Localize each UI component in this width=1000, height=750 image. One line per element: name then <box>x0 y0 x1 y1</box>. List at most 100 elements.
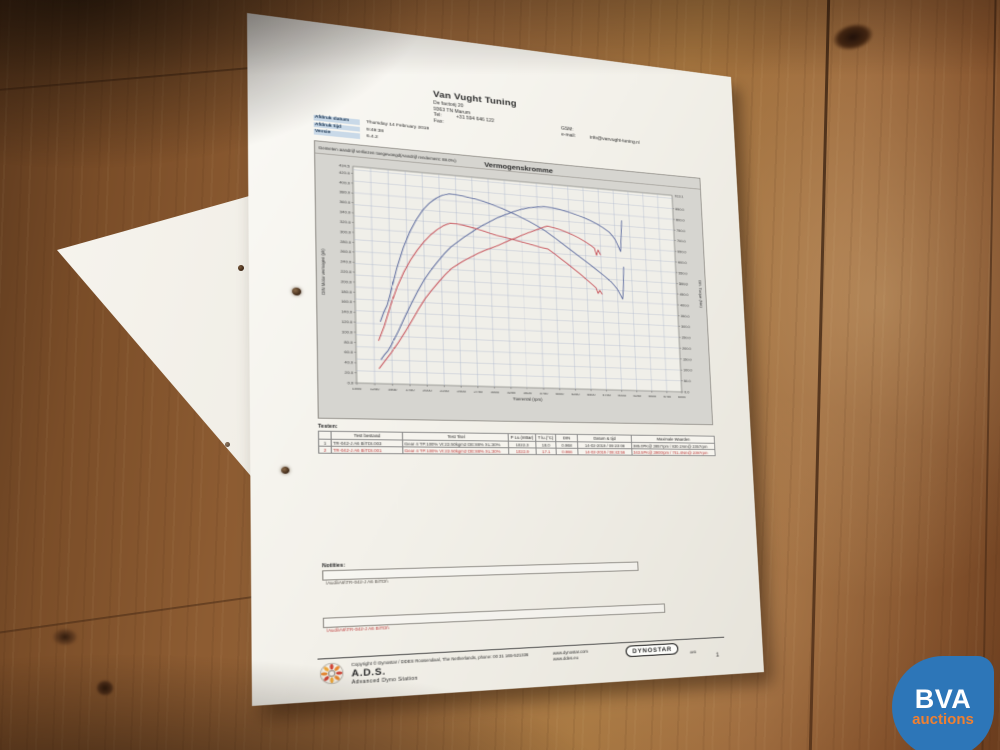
svg-text:20.0: 20.0 <box>345 370 354 375</box>
svg-text:600.0: 600.0 <box>678 260 687 265</box>
svg-text:220.0: 220.0 <box>341 269 353 274</box>
svg-text:5500: 5500 <box>648 394 657 398</box>
punch-hole <box>238 265 244 271</box>
svg-text:750.0: 750.0 <box>676 228 685 233</box>
table-cell: 1022.9 <box>508 447 537 455</box>
column-header <box>318 431 332 440</box>
svg-text:100.0: 100.0 <box>683 368 693 372</box>
bva-auctions-watermark: BVA auctions <box>892 656 994 750</box>
svg-text:2000: 2000 <box>423 388 433 393</box>
svg-text:420.0: 420.0 <box>339 170 350 175</box>
notes-box-2: \Audi\A6\TR-042-J A6 BiTDI\ <box>322 603 666 633</box>
svg-text:4500: 4500 <box>587 392 596 396</box>
svg-text:140.0: 140.0 <box>341 309 353 314</box>
svg-text:50.0: 50.0 <box>684 379 692 383</box>
table-cell: 1 <box>318 439 332 447</box>
svg-text:80.0: 80.0 <box>344 340 353 345</box>
svg-text:160.0: 160.0 <box>341 299 353 304</box>
punch-hole <box>225 442 230 447</box>
svg-text:350.0: 350.0 <box>681 314 690 318</box>
svg-text:4000: 4000 <box>555 391 564 395</box>
dyno-chart: Gemeten aandrijf verliezen toegevoegd(Aa… <box>313 140 714 426</box>
svg-text:DIN Torque (Nm): DIN Torque (Nm) <box>698 280 703 308</box>
svg-text:0.0: 0.0 <box>347 381 354 386</box>
svg-text:913.1: 913.1 <box>675 194 684 199</box>
svg-text:40.0: 40.0 <box>345 360 354 365</box>
wood-knot <box>52 628 78 646</box>
bva-logo-subtext: auctions <box>912 711 974 728</box>
svg-text:250.0: 250.0 <box>682 335 691 339</box>
svg-text:500.0: 500.0 <box>679 282 688 287</box>
svg-text:150.0: 150.0 <box>683 357 693 361</box>
svg-text:2500: 2500 <box>457 389 467 394</box>
svg-text:700.0: 700.0 <box>677 239 686 244</box>
version-value: 6.4.2 <box>366 134 379 141</box>
svg-text:380.0: 380.0 <box>339 190 350 195</box>
svg-text:6000: 6000 <box>678 395 686 399</box>
svg-text:1750: 1750 <box>405 388 415 393</box>
svg-text:400.0: 400.0 <box>339 180 350 185</box>
svg-text:3250: 3250 <box>507 390 516 394</box>
notes-path-1: \Audi\A6\TR-042-J A6 BiTDI\ <box>325 578 389 586</box>
svg-text:180.0: 180.0 <box>341 289 353 294</box>
table-cell: 14-02-2019 / 08:43:56 <box>577 448 633 456</box>
svg-text:260.0: 260.0 <box>340 249 351 254</box>
punch-hole <box>291 287 302 296</box>
dyno-chart-plot: 0.0 20.0 40.0 60.0 80.0 100.0 120.0 140.0 160.0 1… <box>320 163 703 403</box>
table-cell: 343.5PK@ 3900rpm / 701.4Nm@ 2397rpm <box>631 448 716 457</box>
svg-text:550.0: 550.0 <box>678 271 687 276</box>
svg-text:1500: 1500 <box>388 387 398 392</box>
punch-hole <box>281 466 290 474</box>
svg-text:100.0: 100.0 <box>342 330 354 335</box>
svg-text:200.0: 200.0 <box>341 279 353 284</box>
ads-name: A.D.S. <box>351 666 386 679</box>
contact-column: GSM: e-mail: info@vanvught-tuning.nl <box>561 126 640 147</box>
svg-text:2750: 2750 <box>474 389 484 394</box>
svg-text:3750: 3750 <box>539 391 548 395</box>
svg-text:2250: 2250 <box>440 388 450 393</box>
svg-text:5750: 5750 <box>663 394 672 398</box>
svg-text:0.0: 0.0 <box>684 390 690 394</box>
website-ddes: www.ddes.eu <box>552 654 579 662</box>
svg-text:120.0: 120.0 <box>341 319 353 324</box>
dynostar-badge-suffix: 4WD <box>689 650 697 655</box>
svg-text:360.0: 360.0 <box>340 200 351 205</box>
svg-text:450.0: 450.0 <box>679 292 688 296</box>
table-cell: 0.966 <box>556 448 579 456</box>
ads-swirl-logo-icon <box>319 661 345 685</box>
svg-text:320.0: 320.0 <box>340 219 351 224</box>
svg-text:1250: 1250 <box>370 387 380 392</box>
test-results-table: Test bestand Test Titel P Lu.(mBar) T lu.(°… <box>317 430 716 457</box>
svg-text:850.0: 850.0 <box>675 207 684 212</box>
svg-text:400.0: 400.0 <box>680 303 689 307</box>
svg-text:300.0: 300.0 <box>681 325 690 329</box>
svg-text:DIN Motor vermogen (pk): DIN Motor vermogen (pk) <box>320 248 326 295</box>
bva-logo-text: BVA <box>914 684 972 714</box>
svg-text:800.0: 800.0 <box>676 218 685 223</box>
notes-box-1: \Audi\A6\TR-042-J A6 BiTDI\ <box>322 561 639 586</box>
svg-text:4750: 4750 <box>603 393 612 397</box>
svg-text:1000: 1000 <box>352 386 362 391</box>
table-cell: TR-042-J A6 BiTDI.001 <box>331 446 403 455</box>
svg-text:300.0: 300.0 <box>340 229 351 234</box>
dyno-report-sheet: Van Vught Tuning De factorij 20 9363 TN … <box>247 13 764 707</box>
test-table-title: Testen: <box>317 423 338 430</box>
svg-text:5000: 5000 <box>618 393 627 397</box>
table-cell: 17.1 <box>536 448 557 456</box>
svg-text:340.0: 340.0 <box>340 209 351 214</box>
table-cell: Gear 4 TP:100% VI:22.50kgm2 DE:88% XL:30… <box>402 447 509 455</box>
svg-text:434.5: 434.5 <box>339 163 350 168</box>
dynostar-badge: DYNOSTAR <box>625 642 679 657</box>
svg-text:5250: 5250 <box>633 393 642 397</box>
svg-text:280.0: 280.0 <box>340 239 351 244</box>
footer-websites: www.dynostar.com www.ddes.eu <box>553 649 589 662</box>
svg-text:Toerental (rpm): Toerental (rpm) <box>513 397 543 403</box>
svg-text:200.0: 200.0 <box>682 346 692 350</box>
print-time-value: 9:49:38 <box>366 127 384 134</box>
svg-text:240.0: 240.0 <box>340 259 351 264</box>
notes-path-2: \Audi\A6\TR-042-J A6 BiTDI\ <box>326 625 390 634</box>
svg-text:4250: 4250 <box>571 392 580 396</box>
svg-text:650.0: 650.0 <box>677 250 686 255</box>
wood-knot <box>96 680 114 696</box>
